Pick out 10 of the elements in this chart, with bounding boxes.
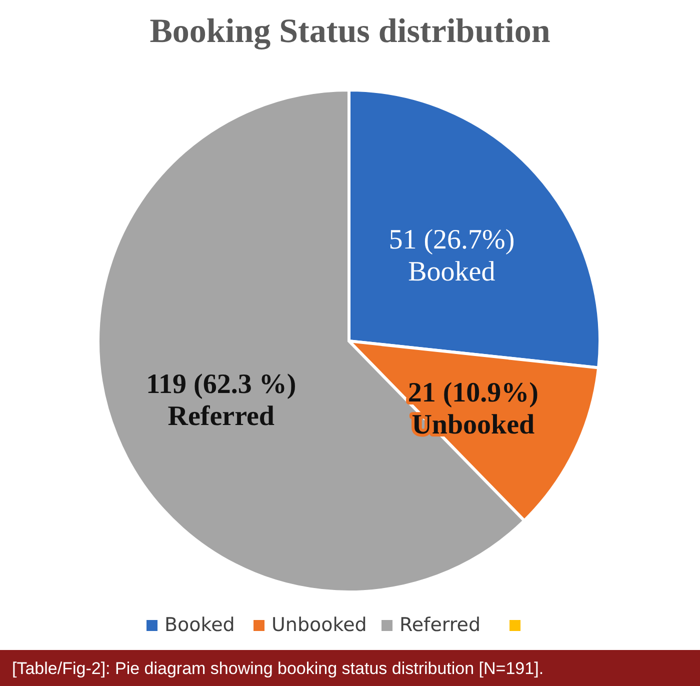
legend-label: Referred — [400, 614, 481, 636]
chart-title: Booking Status distribution — [150, 13, 550, 50]
legend-label: Unbooked — [272, 614, 367, 636]
data-label: 21 (10.9%) — [408, 377, 538, 408]
data-label: 119 (62.3 %) — [146, 369, 296, 400]
data-label: 51 (26.7%) — [388, 224, 515, 256]
slice-label: Referred — [168, 401, 275, 432]
legend-label: Booked — [164, 614, 235, 636]
text: [Table/Fig-2]: Pie diagram showing booking status distribution [N=191]. — [12, 659, 544, 678]
slice-label: Booked — [408, 256, 496, 288]
